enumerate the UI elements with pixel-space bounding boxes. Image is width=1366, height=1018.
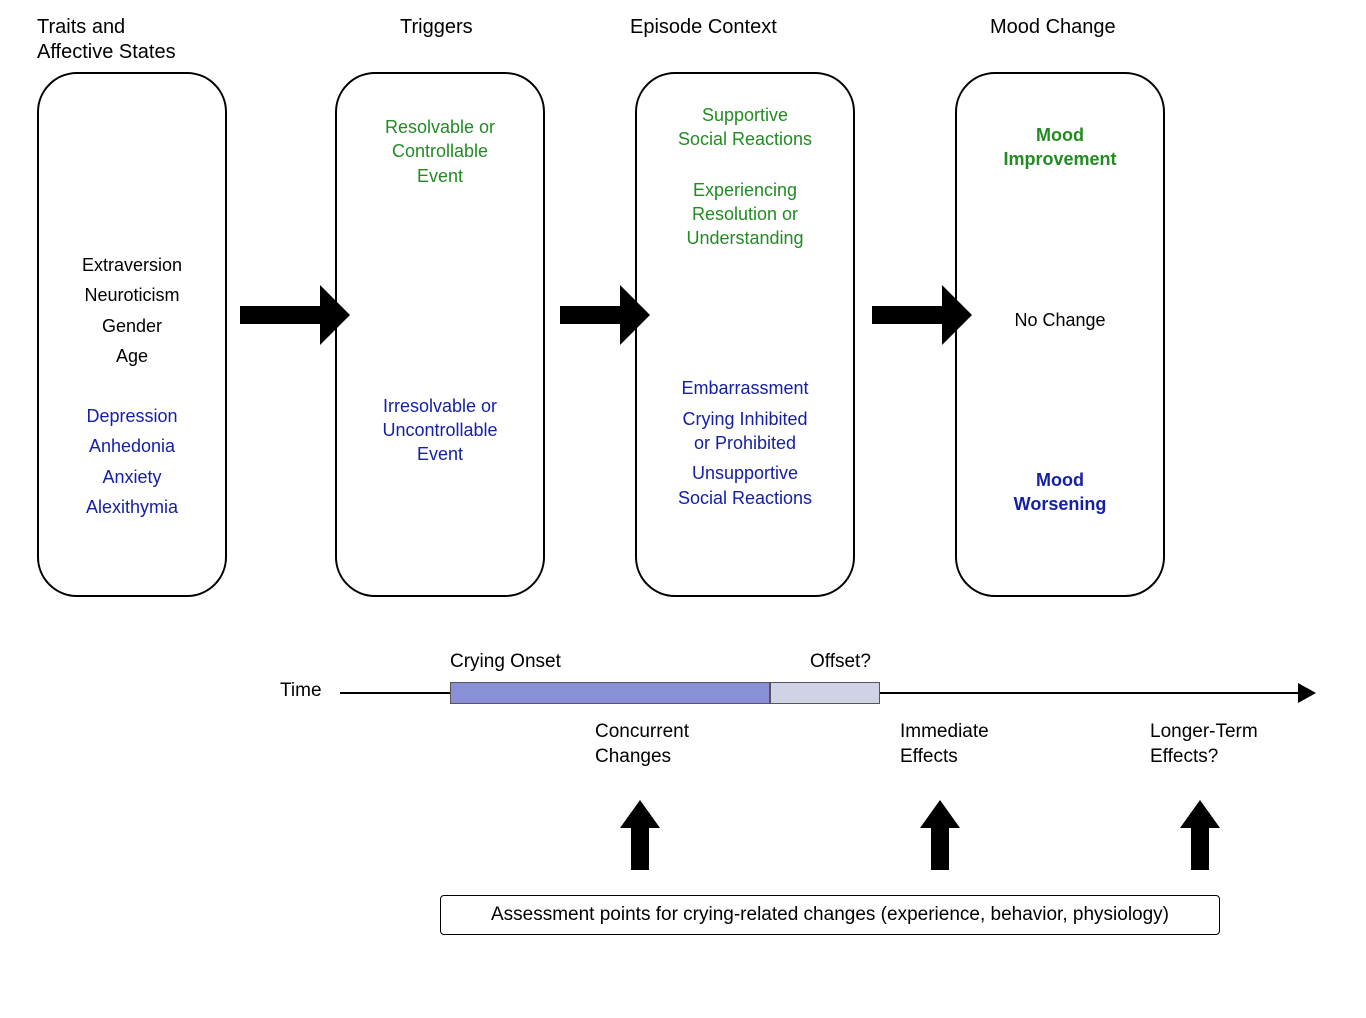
arrow-traits-to-triggers	[240, 285, 350, 345]
below-immediate: ImmediateEffects	[900, 720, 989, 769]
box-item: Irresolvable or Uncontrollable Event	[382, 394, 497, 467]
arrow-triggers-to-context	[560, 285, 650, 345]
box-item: Gender	[102, 314, 162, 338]
box-item: Embarrassment	[681, 376, 808, 400]
box-item: Anxiety	[102, 465, 161, 489]
box-item: Resolvable or Controllable Event	[385, 115, 495, 188]
stage-title-triggers: Triggers	[400, 15, 473, 40]
assessment-box: Assessment points for crying-related cha…	[440, 895, 1220, 935]
timeline-bar-dark	[450, 682, 770, 704]
onset-label: Crying Onset	[450, 650, 561, 675]
up-arrow-3	[1180, 800, 1220, 870]
box-item: Alexithymia	[86, 495, 178, 519]
stage-title-mood: Mood Change	[990, 15, 1116, 40]
up-arrow-2	[920, 800, 960, 870]
stage-title-context: Episode Context	[630, 15, 777, 40]
box-item: Crying Inhibited or Prohibited	[682, 407, 807, 456]
box-item: Experiencing Resolution or Understanding	[686, 178, 803, 251]
box-item: Supportive Social Reactions	[678, 103, 812, 152]
arrow-context-to-mood	[872, 285, 972, 345]
timeline-arrowhead	[1298, 683, 1318, 703]
box-item: Extraversion	[82, 253, 182, 277]
timeline-bar-light	[770, 682, 880, 704]
timeline-label: Time	[280, 680, 322, 702]
box-context: Supportive Social Reactions Experiencing …	[635, 72, 855, 597]
up-arrow-1	[620, 800, 660, 870]
box-item: Neuroticism	[84, 283, 179, 307]
box-item: Mood Improvement	[1003, 123, 1116, 172]
box-item: Unsupportive Social Reactions	[678, 461, 812, 510]
box-mood: Mood Improvement No Change Mood Worsening	[955, 72, 1165, 597]
box-item: Depression	[86, 404, 177, 428]
box-item: Anhedonia	[89, 434, 175, 458]
box-traits: Extraversion Neuroticism Gender Age Depressi…	[37, 72, 227, 597]
box-triggers: Resolvable or Controllable Event Irresolv…	[335, 72, 545, 597]
box-item: No Change	[1014, 308, 1105, 332]
box-item: Age	[116, 344, 148, 368]
stage-title-traits: Traits and Affective States	[37, 15, 176, 65]
below-concurrent: ConcurrentChanges	[595, 720, 689, 769]
box-item: Mood Worsening	[1014, 468, 1107, 517]
offset-label: Offset?	[810, 650, 871, 675]
below-longer: Longer-TermEffects?	[1150, 720, 1258, 769]
